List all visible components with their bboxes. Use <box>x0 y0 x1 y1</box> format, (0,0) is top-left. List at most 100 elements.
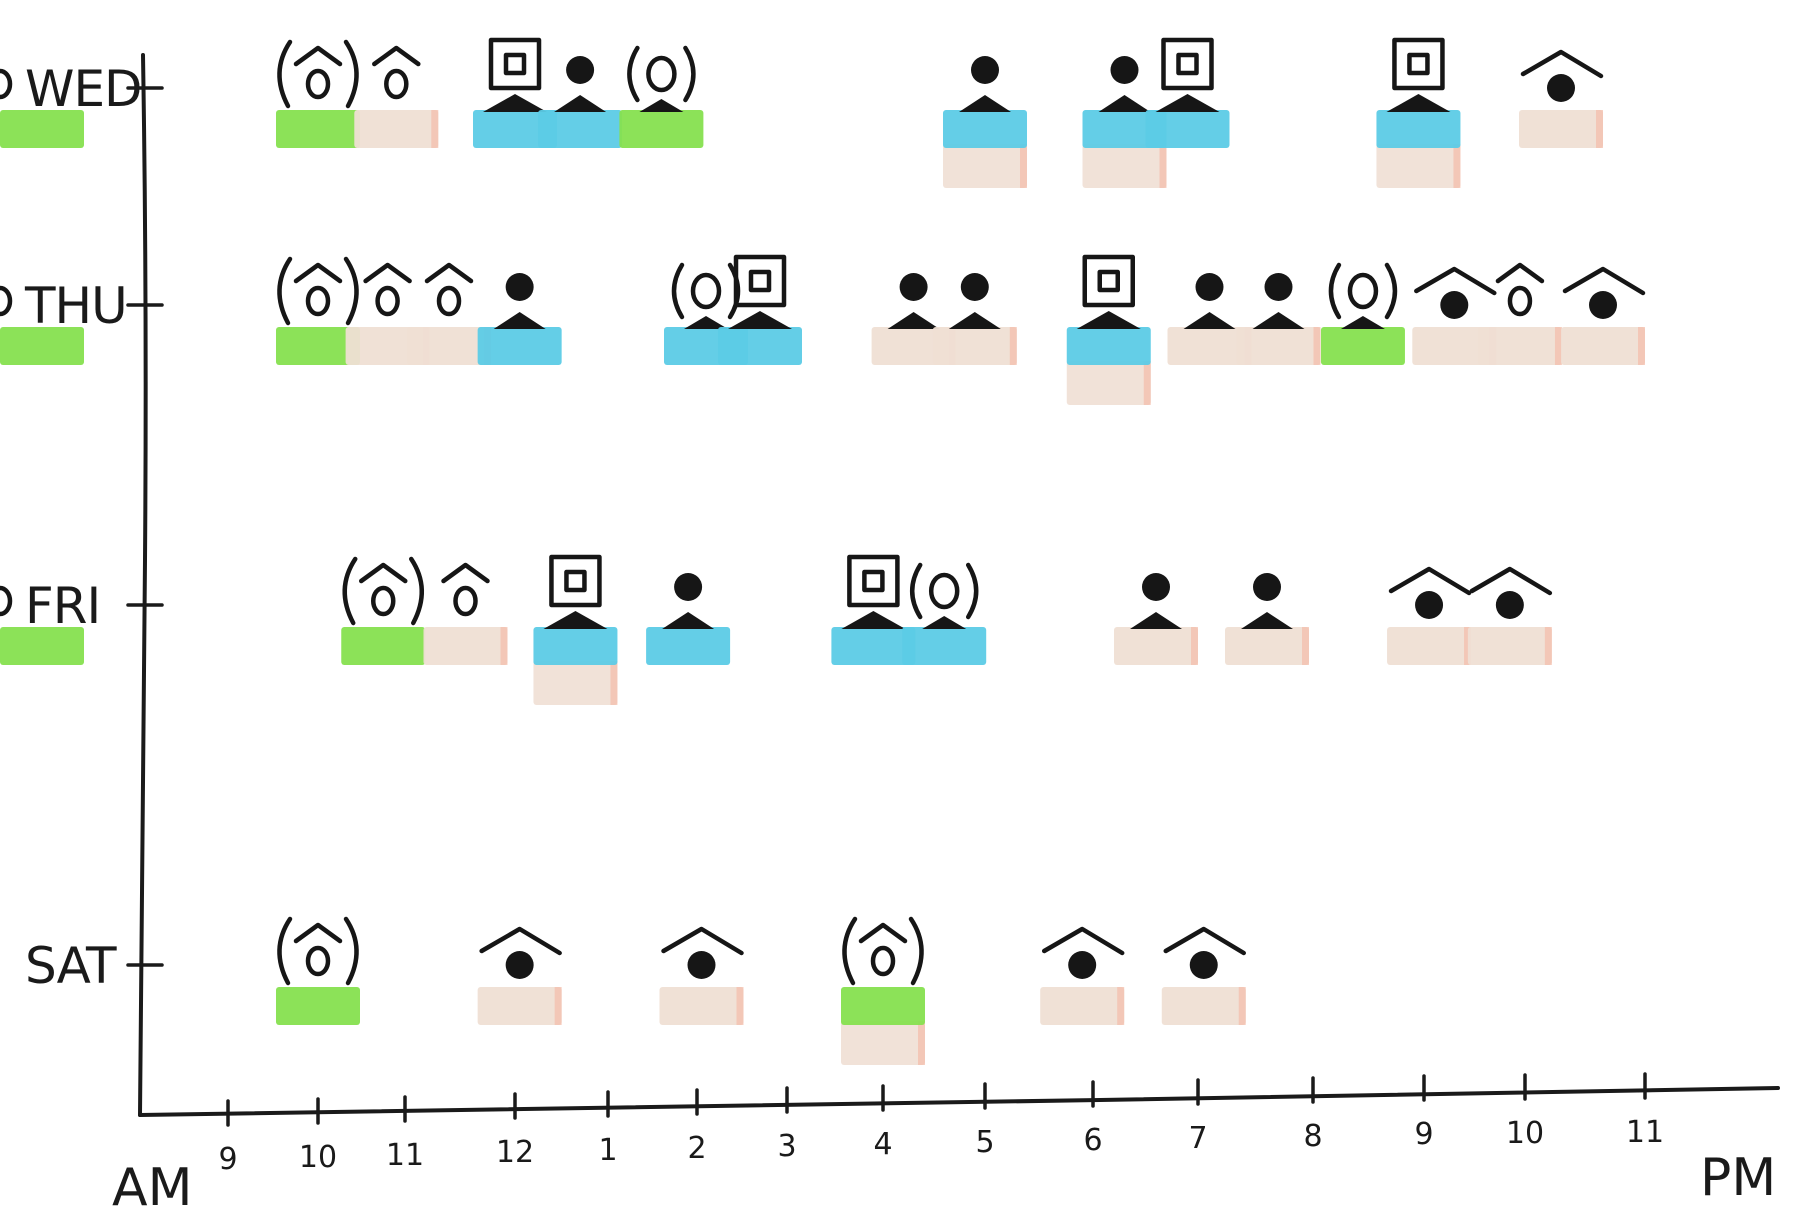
event-roof-dot <box>659 926 744 1025</box>
bracket-target-icon <box>909 562 979 629</box>
event-block <box>1477 327 1562 365</box>
roof-dot-icon <box>1041 926 1125 979</box>
event-roof-dot <box>1040 926 1125 1025</box>
event-block <box>1114 627 1198 665</box>
event-monitor-person <box>831 554 916 665</box>
event-block <box>1161 987 1246 1025</box>
event-block <box>1561 327 1645 365</box>
event-person <box>477 273 562 365</box>
event-block-edge <box>1544 627 1552 665</box>
event-block <box>619 110 704 148</box>
roof-dot-icon <box>1469 566 1553 619</box>
event-roof-dot <box>1561 266 1646 365</box>
event-monitor-person <box>718 254 802 365</box>
event-block <box>477 987 562 1025</box>
roof-dot-icon <box>1520 49 1604 102</box>
event-block <box>831 627 916 665</box>
day-label: FRI <box>25 577 100 635</box>
event-block-edge <box>1554 327 1562 365</box>
day-label: SAT <box>25 937 117 995</box>
event-block-edge <box>554 987 562 1025</box>
event-bracket-target <box>1320 262 1405 365</box>
hour-tick-label: 11 <box>386 1138 424 1173</box>
hour-tick-label: 1 <box>598 1133 617 1168</box>
roof-dot-icon <box>479 926 562 979</box>
monitor-person-icon <box>1155 37 1220 112</box>
person-icon <box>1252 273 1305 329</box>
event-bracket-target <box>902 562 987 665</box>
event-block-lower <box>943 144 1027 188</box>
event-house <box>1477 262 1562 365</box>
event-person <box>1236 273 1321 365</box>
event-roof-dot <box>1161 926 1246 1025</box>
bracket-house-icon <box>0 71 13 100</box>
person-icon <box>1183 273 1236 329</box>
event-block-lower <box>533 661 618 705</box>
event-block-edge <box>431 110 439 148</box>
event-block-edge <box>610 661 618 705</box>
day-label: THU <box>24 277 127 335</box>
bracket-house-icon <box>342 556 424 626</box>
event-block-edge <box>1238 987 1246 1025</box>
house-icon <box>363 262 412 317</box>
event-block <box>276 110 360 148</box>
event-block <box>1467 627 1552 665</box>
event-roof-dot <box>1467 566 1553 665</box>
person-icon <box>959 56 1011 112</box>
event-block-edge <box>1159 144 1167 188</box>
monitor-person-icon <box>841 554 906 629</box>
event-block <box>1320 327 1405 365</box>
event-block <box>932 327 1017 365</box>
event-monitor-person <box>1066 254 1151 405</box>
monitor-person-icon <box>483 37 547 112</box>
person-icon <box>493 273 546 329</box>
hour-tick-label: 10 <box>299 1140 337 1175</box>
bracket-house-icon <box>277 256 359 326</box>
roof-dot-icon <box>1388 566 1472 619</box>
event-block <box>0 110 84 148</box>
event-block <box>354 110 439 148</box>
hour-tick-label: 3 <box>777 1129 796 1164</box>
event-block <box>1040 987 1125 1025</box>
hour-tick-label: 9 <box>218 1142 237 1177</box>
event-block <box>943 110 1027 148</box>
house-icon <box>424 262 474 317</box>
event-block <box>902 627 987 665</box>
event-block <box>477 327 562 365</box>
house-icon <box>372 45 421 100</box>
event-block <box>659 987 744 1025</box>
event-block-edge <box>1453 144 1461 188</box>
event-bracket-house <box>276 256 360 365</box>
event-marks <box>0 37 1646 1065</box>
person-icon <box>948 273 1001 329</box>
event-block <box>1387 627 1472 665</box>
roof-dot-icon <box>1414 266 1497 319</box>
event-block-edge <box>736 987 744 1025</box>
day-label: WED <box>25 60 142 118</box>
event-person <box>1225 573 1309 665</box>
event-house <box>423 562 508 665</box>
event-person <box>1114 573 1198 665</box>
event-block-edge <box>500 627 508 665</box>
event-block-edge <box>1191 627 1198 665</box>
hour-tick-label: 8 <box>1303 1119 1322 1154</box>
bracket-target-icon <box>671 262 741 329</box>
roof-dot-icon <box>661 926 744 979</box>
am-label: AM <box>112 1158 192 1212</box>
person-icon <box>1241 573 1293 629</box>
house-icon <box>1495 262 1545 317</box>
event-block-edge <box>1638 327 1645 365</box>
event-bracket-house <box>0 288 84 365</box>
event-roof-dot <box>1519 49 1604 148</box>
bracket-house-icon <box>277 39 359 109</box>
hour-tick-label: 6 <box>1083 1123 1102 1158</box>
event-block <box>1145 110 1230 148</box>
bracket-target-icon <box>627 45 696 112</box>
event-block <box>1519 110 1603 148</box>
event-monitor-person <box>1145 37 1230 148</box>
hour-tick-label: 2 <box>687 1131 706 1166</box>
event-person <box>646 573 731 665</box>
event-block <box>0 327 84 365</box>
event-block-lower <box>1066 361 1151 405</box>
